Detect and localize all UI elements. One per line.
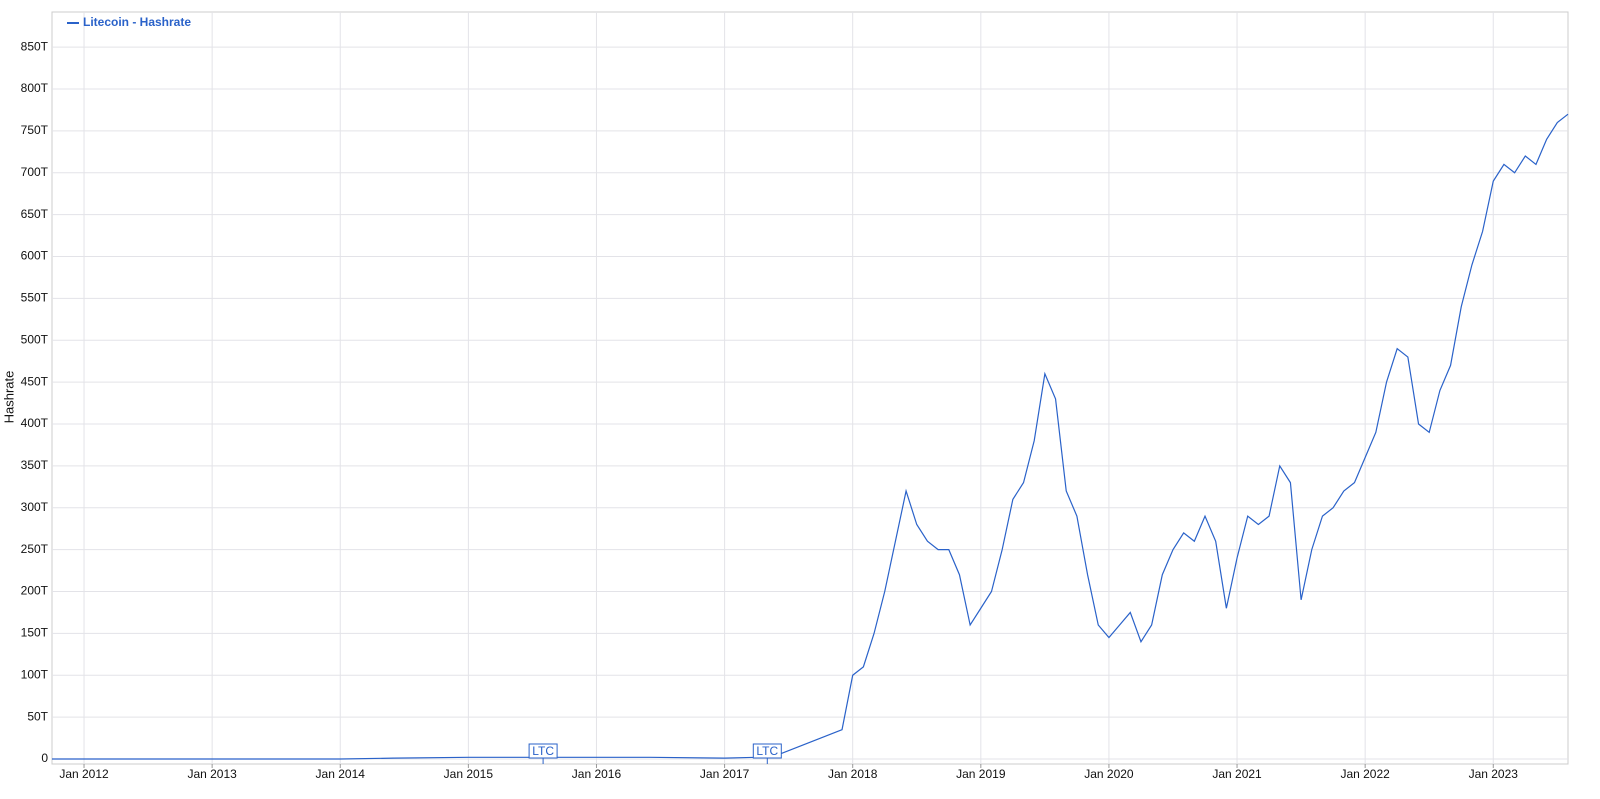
y-tick-label: 200T — [21, 584, 49, 598]
y-tick-label: 450T — [21, 374, 49, 388]
y-tick-label: 750T — [21, 123, 49, 137]
y-axis-label: Hashrate — [1, 371, 16, 424]
x-tick-label: Jan 2013 — [187, 767, 237, 781]
annotation-label: LTC — [756, 744, 778, 758]
y-tick-label: 800T — [21, 81, 49, 95]
y-tick-label: 50T — [27, 709, 48, 723]
y-tick-label: 0 — [41, 751, 48, 765]
y-tick-label: 700T — [21, 165, 49, 179]
y-tick-label: 600T — [21, 249, 49, 263]
y-tick-label: 150T — [21, 626, 49, 640]
y-tick-label: 250T — [21, 542, 49, 556]
x-tick-label: Jan 2023 — [1469, 767, 1519, 781]
annotation-label: LTC — [532, 744, 554, 758]
legend-label: Litecoin - Hashrate — [83, 15, 191, 29]
x-tick-label: Jan 2014 — [316, 767, 366, 781]
x-tick-label: Jan 2020 — [1084, 767, 1134, 781]
plot-area — [51, 11, 1569, 765]
y-tick-label: 500T — [21, 332, 49, 346]
x-tick-label: Jan 2022 — [1340, 767, 1390, 781]
y-tick-label: 100T — [21, 667, 49, 681]
x-tick-label: Jan 2012 — [59, 767, 109, 781]
y-tick-label: 650T — [21, 207, 49, 221]
x-tick-label: Jan 2015 — [444, 767, 494, 781]
x-tick-label: Jan 2021 — [1212, 767, 1262, 781]
y-tick-label: 550T — [21, 291, 49, 305]
x-tick-label: Jan 2017 — [700, 767, 750, 781]
x-tick-label: Jan 2018 — [828, 767, 878, 781]
y-tick-label: 300T — [21, 500, 49, 514]
y-tick-label: 850T — [21, 39, 49, 53]
x-tick-label: Jan 2016 — [572, 767, 622, 781]
y-tick-label: 350T — [21, 458, 49, 472]
y-tick-label: 400T — [21, 416, 49, 430]
x-tick-label: Jan 2019 — [956, 767, 1006, 781]
data-line — [52, 113, 1569, 760]
